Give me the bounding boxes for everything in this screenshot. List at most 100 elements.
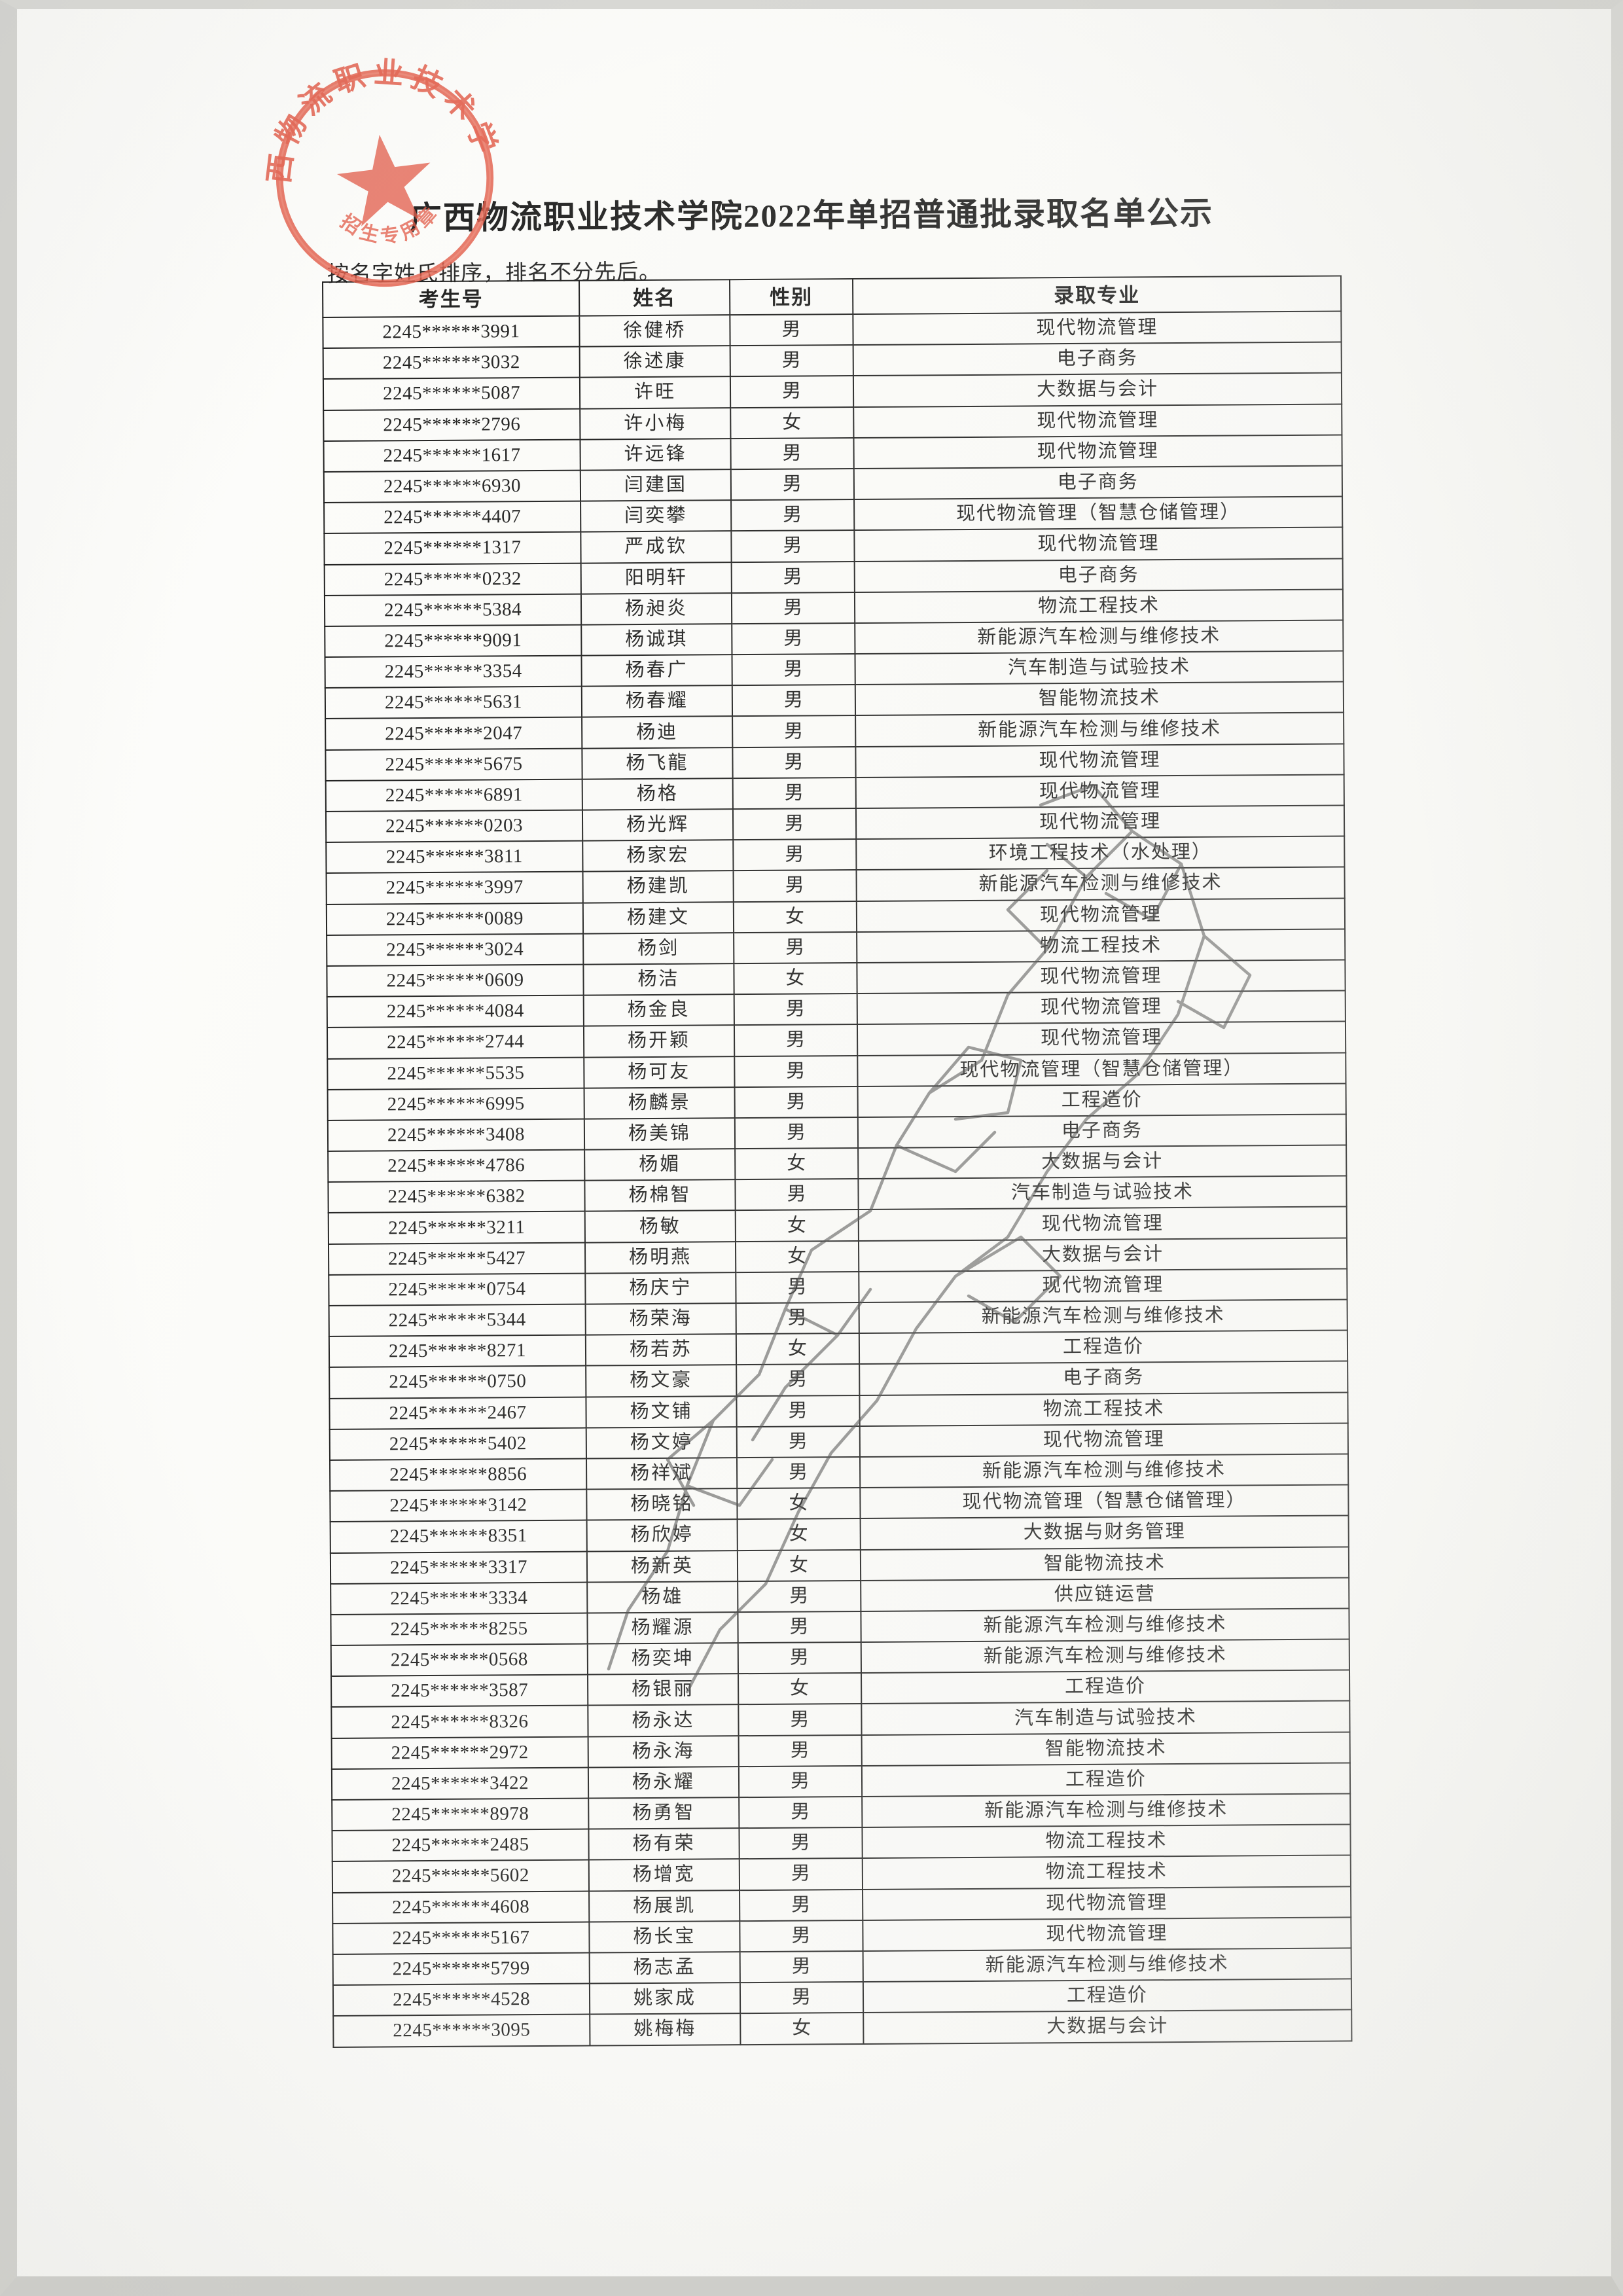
cell-candidate-number: 2245******9091 xyxy=(325,624,582,658)
cell-gender: 男 xyxy=(734,931,857,964)
cell-candidate-number: 2245******0232 xyxy=(324,563,581,596)
cell-candidate-number: 2245******5167 xyxy=(332,1922,590,1954)
cell-candidate-number: 2245******4084 xyxy=(327,995,584,1028)
cell-gender: 男 xyxy=(738,1642,862,1674)
cell-candidate-number: 2245******5602 xyxy=(332,1859,590,1893)
cell-admitted-major: 现代物流管理 xyxy=(863,1917,1351,1951)
cell-gender: 男 xyxy=(731,561,855,593)
cell-candidate-number: 2245******5344 xyxy=(329,1304,586,1337)
cell-student-name: 杨家宏 xyxy=(582,840,734,872)
cell-gender: 男 xyxy=(736,1302,859,1335)
cell-gender: 男 xyxy=(735,1179,859,1211)
cell-admitted-major: 现代物流管理 xyxy=(855,805,1345,840)
cell-candidate-number: 2245******5535 xyxy=(327,1057,584,1090)
cell-candidate-number: 2245******8271 xyxy=(329,1335,586,1368)
cell-gender: 男 xyxy=(736,1364,860,1396)
cell-admitted-major: 现代物流管理 xyxy=(856,898,1346,932)
cell-candidate-number: 2245******3334 xyxy=(330,1582,588,1615)
cell-gender: 男 xyxy=(738,1580,861,1613)
cell-admitted-major: 现代物流管理 xyxy=(855,774,1344,809)
cell-student-name: 杨银丽 xyxy=(588,1674,739,1706)
cell-student-name: 杨棉智 xyxy=(584,1179,736,1212)
cell-candidate-number: 2245******2467 xyxy=(329,1397,586,1429)
cell-candidate-number: 2245******2972 xyxy=(331,1736,588,1769)
cell-admitted-major: 新能源汽车检测与维修技术 xyxy=(855,712,1344,747)
cell-admitted-major: 环境工程技术（水处理） xyxy=(856,836,1345,870)
cell-gender: 女 xyxy=(737,1518,861,1551)
cell-candidate-number: 2245******4786 xyxy=(328,1149,585,1183)
cell-gender: 男 xyxy=(730,314,853,346)
cell-candidate-number: 2245******8351 xyxy=(330,1520,587,1553)
cell-student-name: 杨迪 xyxy=(582,716,733,749)
cell-gender: 男 xyxy=(738,1611,861,1643)
cell-student-name: 许旺 xyxy=(579,376,731,409)
cell-admitted-major: 现代物流管理 xyxy=(859,1268,1347,1303)
cell-gender: 女 xyxy=(735,1240,859,1272)
cell-student-name: 杨文豪 xyxy=(586,1365,737,1397)
cell-gender: 男 xyxy=(732,685,856,717)
cell-candidate-number: 2245******3997 xyxy=(326,871,583,905)
cell-candidate-number: 2245******8856 xyxy=(330,1458,587,1492)
cell-admitted-major: 物流工程技术 xyxy=(854,589,1344,623)
cell-admitted-major: 工程造价 xyxy=(861,1670,1350,1704)
cell-admitted-major: 新能源汽车检测与维修技术 xyxy=(862,1793,1351,1828)
cell-admitted-major: 智能物流技术 xyxy=(860,1546,1349,1581)
cell-student-name: 杨展凯 xyxy=(589,1890,740,1922)
cell-student-name: 杨敏 xyxy=(584,1210,736,1243)
cell-gender: 男 xyxy=(734,1086,858,1119)
cell-gender: 男 xyxy=(734,1117,859,1149)
cell-student-name: 杨耀源 xyxy=(587,1612,738,1644)
cell-candidate-number: 2245******1317 xyxy=(324,531,581,565)
cell-gender: 男 xyxy=(740,1950,863,1983)
cell-student-name: 许远锋 xyxy=(580,438,731,471)
cell-candidate-number: 2245******5384 xyxy=(324,594,582,626)
cell-candidate-number: 2245******5402 xyxy=(329,1427,586,1460)
cell-gender: 男 xyxy=(730,376,854,408)
cell-student-name: 阳明轩 xyxy=(580,562,732,594)
cell-student-name: 闫奕攀 xyxy=(580,500,732,532)
cell-student-name: 徐述康 xyxy=(579,346,730,378)
cell-gender: 男 xyxy=(736,1395,860,1427)
cell-gender: 男 xyxy=(732,654,855,686)
cell-candidate-number: 2245******3024 xyxy=(327,933,584,966)
cell-student-name: 杨明燕 xyxy=(584,1241,736,1274)
cell-candidate-number: 2245******3991 xyxy=(323,315,580,349)
cell-student-name: 杨格 xyxy=(582,778,733,810)
cell-student-name: 杨麟景 xyxy=(584,1086,735,1119)
cell-admitted-major: 大数据与会计 xyxy=(863,2009,1352,2044)
cell-gender: 男 xyxy=(730,437,854,470)
cell-candidate-number: 2245******3408 xyxy=(327,1119,585,1152)
cell-admitted-major: 物流工程技术 xyxy=(857,929,1346,963)
cell-gender: 男 xyxy=(732,777,856,810)
cell-gender: 男 xyxy=(736,1426,860,1458)
cell-gender: 女 xyxy=(735,1148,859,1180)
cell-student-name: 杨欣婷 xyxy=(586,1519,738,1552)
cell-student-name: 杨增宽 xyxy=(588,1859,740,1892)
cell-gender: 男 xyxy=(734,994,857,1026)
cell-candidate-number: 2245******3317 xyxy=(330,1551,588,1584)
cell-admitted-major: 现代物流管理 xyxy=(854,527,1343,562)
cell-gender: 男 xyxy=(739,1797,863,1829)
cell-student-name: 杨永达 xyxy=(588,1704,739,1737)
cell-student-name: 杨荣海 xyxy=(585,1303,736,1335)
cell-student-name: 杨昶炎 xyxy=(580,592,732,625)
cell-admitted-major: 现代物流管理 xyxy=(855,744,1344,778)
cell-admitted-major: 现代物流管理 xyxy=(859,1423,1348,1457)
column-header-major: 录取专业 xyxy=(852,276,1342,315)
cell-admitted-major: 工程造价 xyxy=(859,1330,1348,1365)
cell-admitted-major: 汽车制造与试验技术 xyxy=(858,1175,1347,1210)
cell-candidate-number: 2245******5799 xyxy=(332,1952,590,1986)
cell-gender: 男 xyxy=(732,808,857,840)
cell-admitted-major: 现代物流管理 xyxy=(863,1886,1351,1920)
cell-student-name: 杨诚琪 xyxy=(581,624,732,656)
cell-admitted-major: 工程造价 xyxy=(857,1083,1346,1117)
column-header-name: 姓名 xyxy=(579,279,730,316)
cell-candidate-number: 2245******5087 xyxy=(323,377,580,410)
cell-candidate-number: 2245******3354 xyxy=(325,655,582,689)
cell-candidate-number: 2245******0568 xyxy=(330,1643,588,1677)
cell-gender: 男 xyxy=(730,345,853,377)
cell-gender: 男 xyxy=(736,1456,861,1489)
cell-admitted-major: 工程造价 xyxy=(861,1763,1351,1797)
cell-student-name: 严成钦 xyxy=(580,531,732,564)
